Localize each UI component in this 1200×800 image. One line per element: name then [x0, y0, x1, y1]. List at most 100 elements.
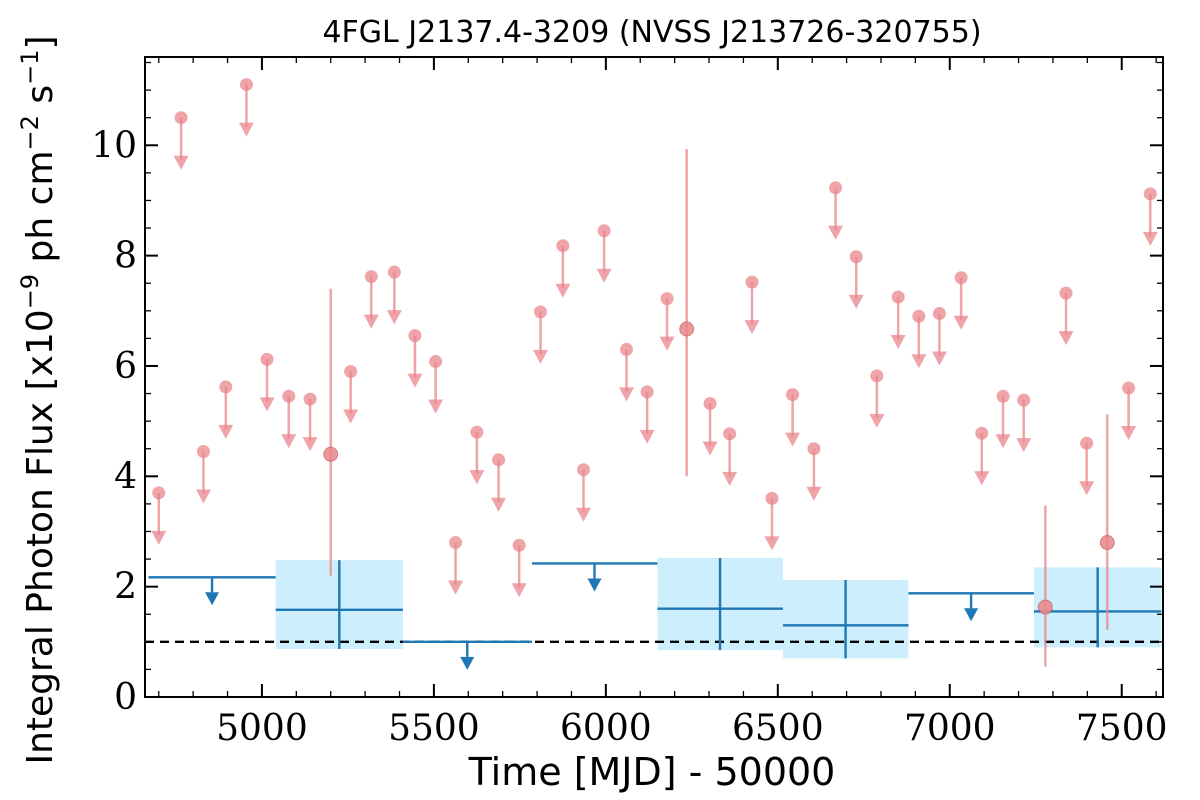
x-tick-label: 5000 [216, 708, 308, 749]
short-bin-ul-arrow [238, 122, 254, 137]
short-bin-ul-marker [745, 275, 759, 289]
short-bin-ul-marker [492, 453, 506, 467]
chart-title: 4FGL J2137.4-3209 (NVSS J213726-320755) [322, 15, 981, 50]
y-tick-label: 10 [91, 125, 137, 166]
y-axis-label: Integral Photon Flux [x10−9 ph cm−2 s−1] [16, 35, 61, 764]
short-bin-ul-arrow [848, 294, 864, 309]
x-tick-label: 6000 [560, 708, 652, 749]
short-bin-ul-arrow [931, 351, 947, 366]
short-bin-ul-marker [239, 78, 253, 92]
short-bin-ul-arrow [869, 413, 885, 428]
short-bin-ul-marker [470, 425, 484, 439]
short-bin-ul-arrow [744, 320, 760, 335]
short-bin-ul-arrow [1079, 481, 1095, 496]
short-bin-ul-arrow [448, 580, 464, 595]
short-bin-ul-arrow [702, 441, 718, 456]
x-tick-label: 5500 [388, 708, 480, 749]
short-bin-ul-marker [1080, 436, 1094, 450]
short-bin-ul-marker [282, 389, 296, 403]
short-bin-ul-arrow [639, 429, 655, 444]
short-bin-ul-arrow [974, 471, 990, 486]
x-tick-label: 7000 [904, 708, 996, 749]
long-bin-detections [275, 557, 1162, 659]
plot-frame [144, 56, 1164, 698]
short-bin-ul-marker [219, 380, 233, 394]
short-bin-ul-arrow [555, 283, 571, 298]
short-bin-ul-arrow [659, 336, 675, 351]
x-axis-label: Time [MJD] - 50000 [468, 750, 836, 794]
short-bin-ul-marker [891, 290, 905, 304]
long-bin-ul-arrow [205, 592, 220, 606]
short-bin-ul-arrow [259, 397, 275, 412]
short-bin-ul-arrow [995, 434, 1011, 449]
short-bin-ul-marker [512, 538, 526, 552]
short-bin-ul-arrow [596, 268, 612, 283]
short-bin-ul-arrow [764, 536, 780, 551]
short-bin-ul-marker [1122, 381, 1136, 395]
short-bin-ul-marker [196, 444, 210, 458]
short-bin-ul-marker [849, 250, 863, 264]
short-bin-ul-arrow [722, 471, 738, 486]
axes-frame [144, 56, 1164, 698]
short-bin-ul-marker [640, 385, 654, 399]
y-tick-label: 0 [114, 677, 137, 718]
short-bin-ul-arrow [533, 349, 549, 364]
short-bin-ul-marker [932, 307, 946, 321]
short-bin-ul-marker [1143, 187, 1157, 201]
short-bin-ul-arrow [407, 373, 423, 388]
long-bin-ul-arrow [587, 578, 602, 592]
short-bin-ul-marker [870, 369, 884, 383]
short-bin-ul-arrow [281, 434, 297, 449]
short-bin-ul-marker [912, 309, 926, 323]
long-bin-ul-arrow [460, 656, 475, 670]
short-bin-ul-arrow [195, 489, 211, 504]
short-bin-ul-arrow [785, 432, 801, 447]
short-bin-ul-marker [364, 270, 378, 284]
short-bin-ul-marker [449, 536, 463, 550]
short-bin-ul-marker [174, 111, 188, 125]
x-tick-label: 7500 [1076, 708, 1168, 749]
short-bin-ul-marker [996, 389, 1010, 403]
short-bin-ul-arrow [302, 437, 318, 452]
short-bin-ul-marker [954, 271, 968, 285]
short-bin-ul-arrow [218, 424, 234, 439]
short-bin-ul-arrow [1058, 331, 1074, 346]
short-bin-ul-marker [429, 355, 443, 369]
short-bin-ul-marker [829, 181, 843, 195]
short-bin-ul-marker [786, 388, 800, 402]
short-bin-ul-arrow [343, 409, 359, 424]
axis-ticks: 5000 5500 6000 6500 7000 7500 0 2 4 6 8 10 [91, 57, 1168, 749]
short-bin-ul-marker [723, 427, 737, 441]
short-bin-ul-marker [576, 463, 590, 477]
short-bin-ul-arrow [953, 315, 969, 330]
short-bin-detection-marker [679, 321, 695, 337]
short-bin-detection-marker [323, 446, 339, 462]
short-bin-ul-marker [387, 265, 401, 279]
long-bin-ul-arrow [964, 608, 979, 622]
x-tick-label: 6500 [732, 708, 824, 749]
short-bin-ul-arrow [469, 470, 485, 485]
short-bin-ul-marker [534, 305, 548, 319]
short-bin-ul-marker [660, 292, 674, 306]
short-bin-detection-marker [1099, 535, 1115, 551]
short-bin-ul-arrow [890, 335, 906, 349]
short-bin-ul-arrow [511, 583, 527, 598]
short-bin-ul-arrow [575, 507, 591, 522]
short-bin-ul-marker [408, 329, 422, 343]
short-bin-detection-marker [1037, 599, 1053, 615]
short-bin-ul-arrow [1142, 231, 1158, 246]
short-bin-detections [323, 149, 1115, 667]
short-bin-ul-arrow [386, 310, 402, 325]
short-bin-ul-arrow [1016, 438, 1032, 453]
short-bin-ul-marker [260, 352, 274, 366]
short-bin-ul-marker [807, 442, 821, 456]
y-tick-label: 2 [114, 567, 137, 608]
short-bin-ul-arrow [1121, 426, 1137, 441]
short-bin-ul-marker [619, 342, 633, 356]
y-tick-label: 6 [114, 346, 137, 387]
short-bin-ul-arrow [911, 354, 927, 369]
short-bin-ul-marker [556, 239, 570, 253]
short-bin-ul-arrow [428, 399, 444, 414]
y-tick-label: 4 [114, 456, 137, 497]
